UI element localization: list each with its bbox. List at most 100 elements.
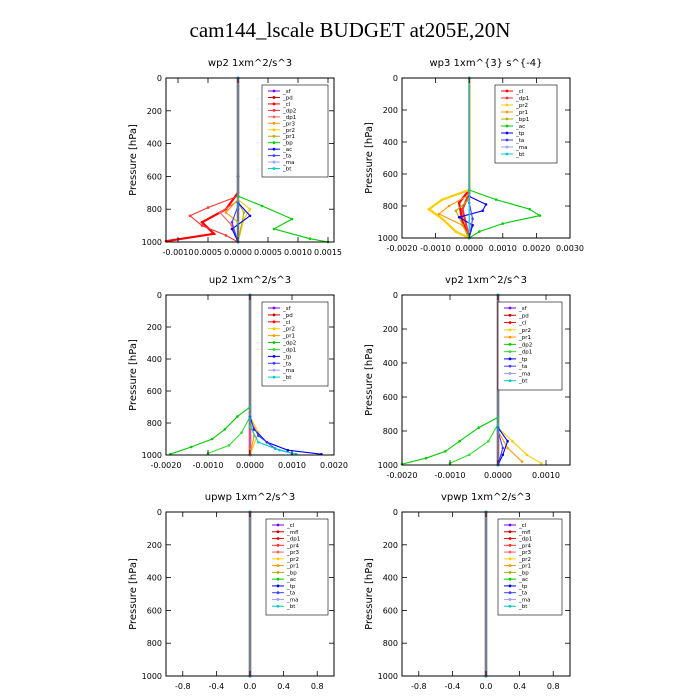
legend-marker (272, 341, 276, 344)
x-tick-label: 0.0010 (489, 244, 517, 253)
legend-entry: _cl (515, 89, 524, 95)
data-point (447, 204, 451, 208)
x-tick-label: 0.0000 (236, 461, 264, 470)
data-point (236, 415, 239, 418)
legend-entry: _pd (282, 313, 293, 319)
legend-marker (508, 357, 512, 361)
legend-marker (272, 361, 276, 365)
data-point (539, 462, 543, 465)
y-tick-label: 200 (147, 323, 162, 332)
data-point (290, 217, 294, 221)
legend-marker (505, 145, 509, 149)
legend-entry: _sf (282, 89, 292, 95)
legend-marker (508, 577, 512, 581)
legend-marker (276, 564, 280, 568)
data-point (200, 224, 204, 227)
legend-entry: _pr1 (282, 134, 295, 140)
legend: _sf_pd_cl_dp2_dp1_pr3_pr2_pr1_bp_ac_ta_m… (261, 84, 329, 178)
y-tick-label: 600 (383, 170, 398, 179)
x-tick-label: 0.0015 (314, 248, 342, 257)
legend-entry: _cl (282, 102, 291, 108)
legend-marker (276, 557, 280, 561)
legend-marker (272, 320, 276, 324)
legend-entry: _dp2 (282, 108, 296, 114)
series-line-dp1 (207, 295, 251, 454)
x-tick-label: -0.8 (175, 682, 191, 691)
legend-entry: _bt (282, 167, 292, 173)
legend-entry: _bp (282, 141, 293, 147)
legend-marker (272, 141, 276, 145)
panel-6: vpwp 1xm^2/s^3 Pressure [hPa] 0 200 400 600 80… (364, 492, 571, 691)
data-point (481, 209, 484, 213)
panel-title: vpwp 1xm^2/s^3 (441, 492, 531, 503)
legend-entry: _mfl (286, 530, 299, 536)
y-tick-label: 800 (147, 205, 162, 214)
y-tick-label: 1000 (378, 234, 398, 243)
legend-marker (276, 537, 280, 540)
x-tick-label: 0.8 (311, 682, 324, 691)
series-line-dp1 (449, 295, 499, 464)
x-tick-label: 0.0010 (284, 248, 312, 257)
legend-entry: _pr2 (286, 557, 299, 563)
legend-entry: _pr2 (518, 557, 531, 563)
data-point (457, 201, 461, 205)
legend-entry: _ma (282, 160, 294, 166)
series-line-cl (165, 78, 240, 243)
data-point (441, 198, 444, 201)
legend-entry: _ta (282, 154, 291, 160)
legend-entry: _tp (282, 354, 292, 360)
data-point (272, 227, 276, 231)
legend-marker (272, 147, 276, 151)
legend-marker (508, 379, 512, 383)
legend-entry: _ta (282, 361, 291, 367)
legend-marker (276, 598, 280, 601)
y-tick-label: 600 (147, 172, 162, 181)
series-line-ac (231, 78, 251, 243)
x-tick-label: 0.0 (480, 682, 493, 691)
data-point (484, 203, 488, 206)
legend-marker (272, 354, 276, 358)
legend-marker (272, 115, 276, 119)
data-point (286, 448, 290, 452)
legend: _cl_mfl_dp1_pr4_pr3_pr2_pr1_bp_ac_tp_ta_… (497, 518, 563, 616)
x-tick-label: -0.0020 (151, 461, 182, 470)
data-point (538, 214, 542, 217)
x-tick-label: 0.0020 (320, 461, 348, 470)
legend-entry: _cl (282, 320, 291, 326)
panel-4: vp2 1xm^2/s^3 Pressure [hPa] 0 200 400 600 800… (364, 275, 571, 480)
data-point (528, 207, 531, 211)
y-tick-label: 400 (147, 574, 162, 583)
plot-frame (165, 77, 335, 243)
y-tick-label: 400 (147, 140, 162, 149)
data-point (506, 446, 509, 450)
legend-entry: _ta (286, 591, 295, 597)
y-tick-label: 0 (393, 74, 398, 83)
legend-entry: _sf (282, 306, 292, 312)
legend-marker (276, 577, 280, 581)
y-tick-label: 600 (147, 606, 162, 615)
panel-title: upwp 1xm^2/s^3 (205, 492, 295, 503)
data-point (471, 217, 474, 221)
legend-marker (505, 103, 509, 107)
panel-5: upwp 1xm^2/s^3 Pressure [hPa] 0 200 400 600 80… (128, 492, 335, 691)
x-tick-label: 0.8 (547, 682, 560, 691)
legend-marker (508, 342, 512, 346)
y-tick-label: 800 (383, 202, 398, 211)
legend-marker (272, 167, 276, 170)
legend-entry: _pr2 (518, 328, 531, 334)
legend-marker (508, 306, 512, 310)
legend-marker (508, 604, 512, 608)
x-tick-label: -0.8 (411, 682, 427, 691)
legend-entry: _pr1 (286, 564, 299, 570)
data-point (477, 426, 481, 429)
plot-frame (401, 77, 571, 239)
data-point (437, 212, 441, 216)
legend-marker (272, 306, 276, 310)
data-point (501, 453, 505, 457)
x-tick-label: 0.0030 (556, 244, 584, 253)
legend-entry: _dp1 (282, 115, 296, 121)
legend-marker (272, 108, 276, 112)
legend-entry: _ma (282, 368, 294, 374)
legend-entry: _pr1 (515, 110, 528, 116)
